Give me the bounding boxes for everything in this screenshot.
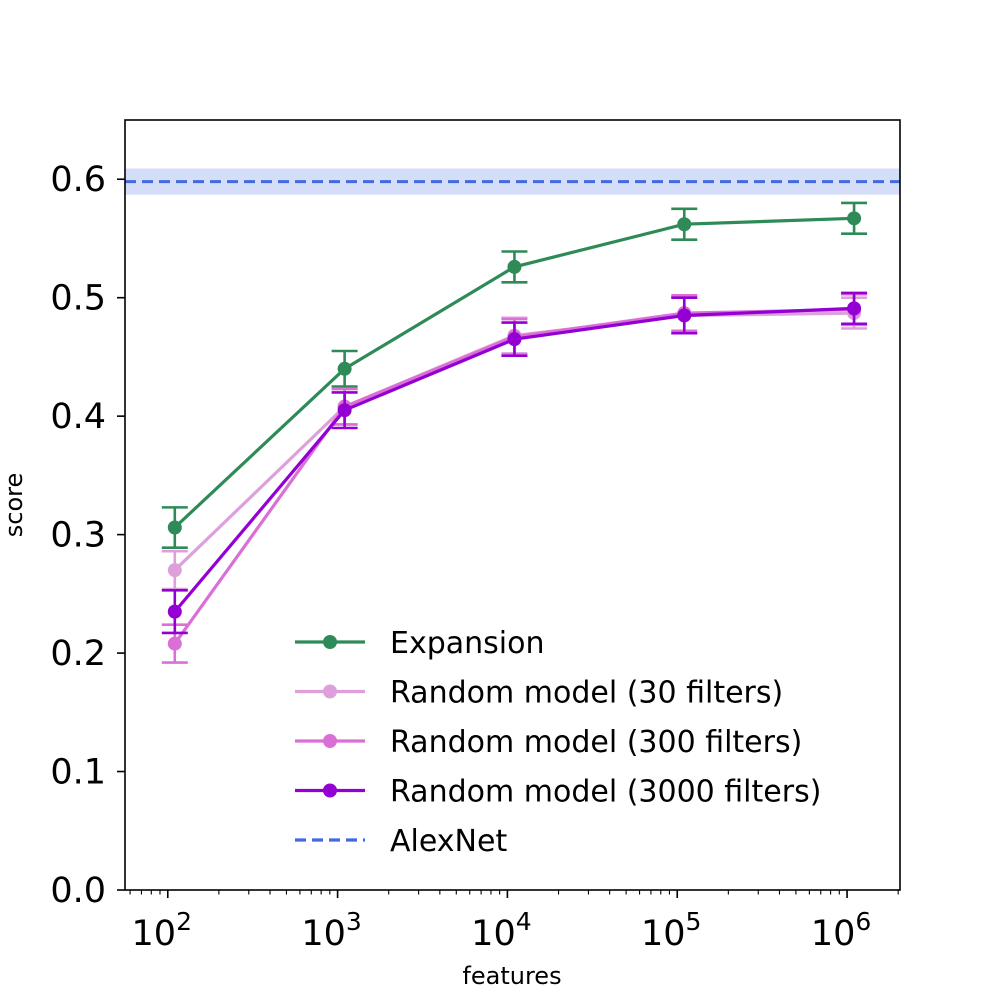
legend-label: Random model (3000 filters) (390, 775, 821, 810)
x-tick-exponent: 2 (176, 907, 192, 936)
legend-item: Random model (3000 filters) (295, 775, 821, 810)
x-tick-base: 10 (811, 914, 856, 954)
y-axis: 0.0 0.1 0.2 0.3 0.4 0.5 0.6 (50, 160, 125, 911)
data-point (167, 563, 182, 578)
x-axis: 102 103 104 105 106 (129, 890, 899, 954)
y-tick-label: 0.0 (50, 871, 106, 911)
legend: Expansion Random model (30 filters) Random… (295, 626, 821, 859)
legend-item: Random model (30 filters) (295, 676, 783, 711)
x-tick-label: 102 (132, 907, 192, 954)
legend-swatch-marker (323, 635, 337, 649)
y-tick-label: 0.6 (50, 160, 106, 200)
legend-swatch-marker (323, 734, 337, 748)
data-point (167, 520, 182, 535)
y-tick-label: 0.5 (50, 279, 106, 319)
x-tick-exponent: 3 (346, 907, 362, 936)
series-4 (161, 291, 868, 635)
series-1 (161, 201, 868, 549)
legend-item: Random model (300 filters) (295, 725, 802, 760)
legend-item: Expansion (295, 626, 544, 661)
legend-label: Random model (30 filters) (390, 676, 783, 711)
data-point (677, 308, 692, 323)
plot-background (125, 120, 900, 890)
y-tick-label: 0.3 (50, 516, 106, 556)
plot-frame (124, 119, 901, 891)
y-axis-label: score (0, 473, 28, 538)
data-point (337, 403, 352, 418)
x-axis-label: features (462, 962, 561, 990)
x-tick-label: 103 (301, 907, 361, 954)
data-point (167, 604, 182, 619)
x-tick-base: 10 (471, 914, 516, 954)
legend-label: AlexNet (390, 824, 507, 859)
legend-swatch-marker (323, 783, 337, 798)
data-point (847, 211, 862, 226)
x-tick-label: 105 (641, 907, 701, 954)
x-tick-base: 10 (641, 914, 686, 954)
y-tick-label: 0.1 (50, 753, 106, 793)
x-tick-label: 104 (471, 907, 531, 954)
data-point (677, 217, 692, 232)
series-layer (161, 201, 868, 664)
legend-item: AlexNet (295, 824, 507, 859)
data-point (337, 361, 352, 376)
legend-label: Random model (300 filters) (390, 725, 802, 760)
data-point (167, 636, 182, 651)
data-point (507, 332, 522, 347)
legend-swatch-marker (323, 684, 337, 699)
legend-label: Expansion (390, 626, 544, 661)
reference-band (125, 168, 900, 195)
data-point (847, 301, 862, 316)
y-tick-label: 0.4 (50, 397, 106, 437)
data-point (507, 259, 522, 274)
x-tick-base: 10 (132, 914, 177, 954)
x-tick-exponent: 5 (686, 907, 702, 936)
x-tick-base: 10 (301, 914, 346, 954)
x-tick-exponent: 4 (516, 907, 532, 936)
x-tick-label: 106 (811, 907, 871, 954)
x-tick-exponent: 6 (855, 907, 871, 936)
y-tick-label: 0.2 (50, 634, 106, 674)
reference-layer (125, 168, 900, 195)
